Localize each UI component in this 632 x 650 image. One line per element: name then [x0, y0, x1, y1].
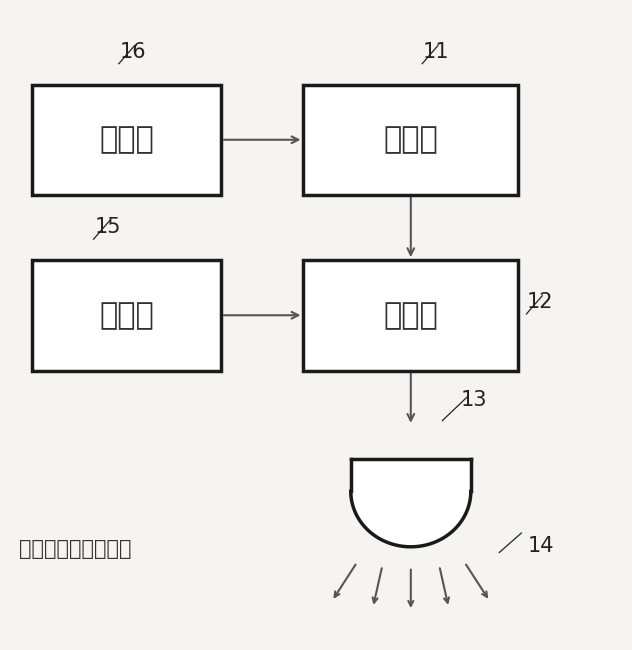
FancyBboxPatch shape [32, 84, 221, 195]
FancyBboxPatch shape [32, 260, 221, 370]
Text: 恒流源: 恒流源 [99, 301, 154, 330]
Polygon shape [351, 459, 471, 547]
Text: 16: 16 [119, 42, 146, 62]
Text: 稳压源: 稳压源 [99, 125, 154, 154]
Text: 偏置器: 偏置器 [384, 301, 438, 330]
Text: 14: 14 [528, 536, 554, 556]
Text: 13: 13 [461, 389, 487, 410]
Text: 11: 11 [423, 42, 449, 62]
Text: 放大器: 放大器 [384, 125, 438, 154]
Text: 12: 12 [527, 292, 554, 312]
Text: 可变角度光发射支架: 可变角度光发射支架 [19, 540, 131, 559]
FancyBboxPatch shape [303, 84, 518, 195]
Text: 15: 15 [94, 217, 121, 237]
FancyBboxPatch shape [303, 260, 518, 370]
